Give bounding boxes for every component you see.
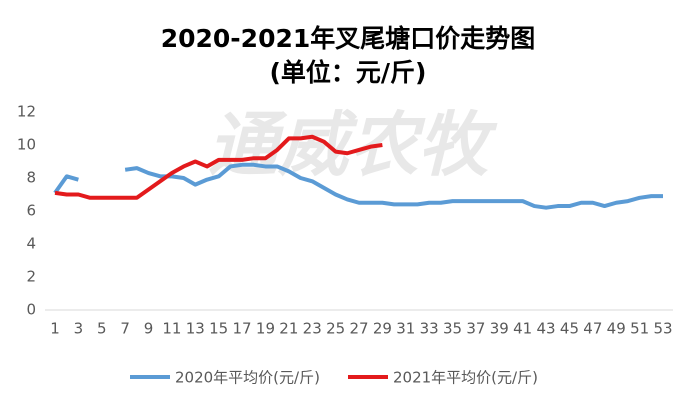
x-tick-label: 15 xyxy=(209,320,228,338)
chart-title: 2020-2021年叉尾塘口价走势图 xyxy=(161,24,536,53)
x-tick-label: 31 xyxy=(396,320,415,338)
y-tick-label: 12 xyxy=(17,103,36,121)
x-tick-label: 9 xyxy=(144,320,154,338)
x-tick-label: 37 xyxy=(466,320,485,338)
x-tick-label: 5 xyxy=(97,320,107,338)
x-tick-label: 45 xyxy=(560,320,579,338)
x-tick-label: 13 xyxy=(186,320,205,338)
x-tick-label: 25 xyxy=(326,320,345,338)
x-tick-label: 1 xyxy=(50,320,60,338)
x-tick-label: 3 xyxy=(74,320,84,338)
y-tick-label: 4 xyxy=(26,235,36,253)
x-tick-label: 33 xyxy=(420,320,439,338)
y-tick-label: 6 xyxy=(26,202,36,220)
x-tick-label: 41 xyxy=(513,320,532,338)
y-tick-label: 8 xyxy=(26,169,36,187)
legend-label: 2020年平均价(元/斤) xyxy=(175,369,320,387)
x-tick-label: 17 xyxy=(233,320,252,338)
x-tick-label: 7 xyxy=(120,320,130,338)
x-tick-label: 11 xyxy=(162,320,181,338)
x-tick-label: 35 xyxy=(443,320,462,338)
x-tick-label: 51 xyxy=(630,320,649,338)
x-tick-label: 43 xyxy=(537,320,556,338)
x-tick-label: 49 xyxy=(607,320,626,338)
watermark: 通威农牧 xyxy=(208,104,498,186)
y-tick-label: 0 xyxy=(26,301,36,319)
y-tick-label: 2 xyxy=(26,268,36,286)
x-tick-label: 47 xyxy=(583,320,602,338)
x-tick-label: 19 xyxy=(256,320,275,338)
legend-label: 2021年平均价(元/斤) xyxy=(393,369,538,387)
x-tick-label: 39 xyxy=(490,320,509,338)
x-tick-label: 53 xyxy=(653,320,672,338)
x-tick-label: 23 xyxy=(303,320,322,338)
y-tick-label: 10 xyxy=(17,136,36,154)
series-line xyxy=(53,162,663,210)
x-tick-label: 21 xyxy=(279,320,298,338)
x-tick-label: 29 xyxy=(373,320,392,338)
series-line xyxy=(54,134,383,200)
chart-subtitle: (单位：元/斤) xyxy=(270,58,427,87)
x-tick-label: 27 xyxy=(349,320,368,338)
